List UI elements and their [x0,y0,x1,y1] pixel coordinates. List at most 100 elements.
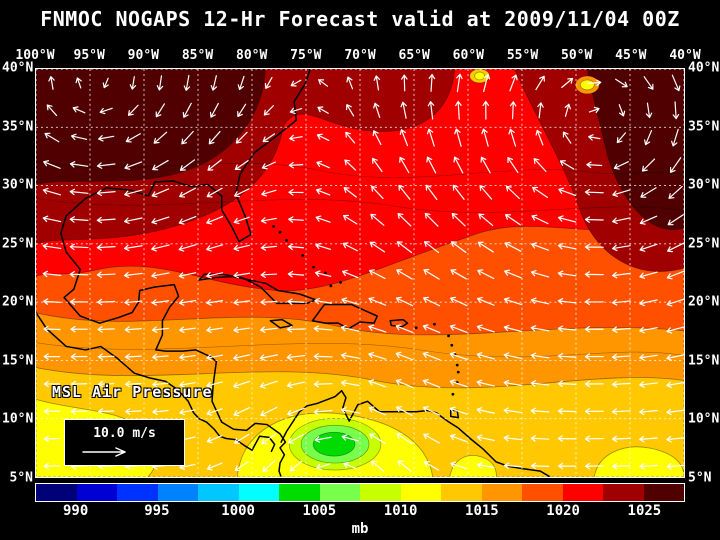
lat-tick-label-left: 15°N [2,353,34,369]
wind-reference-legend: 10.0 m/s [64,419,185,466]
wind-arrow [72,106,86,114]
wind-arrow [584,353,604,360]
lat-tick-label-right: 25°N [688,236,720,252]
lat-tick-label-right: 35°N [688,119,720,135]
wind-arrow [318,79,329,87]
wind-arrow [234,188,250,198]
colorbar-tick-label: 1015 [465,503,499,519]
wind-arrow [557,270,577,278]
wind-arrow [340,324,360,332]
wind-arrow [99,107,113,115]
wind-arrow [396,406,413,417]
wind-arrow [288,216,304,223]
wind-arrow [372,130,382,146]
wind-arrow [156,75,164,91]
wind-arrow [611,326,631,333]
wind-arrow [476,296,495,306]
wind-arrow [69,216,89,223]
wind-arrow [127,104,139,116]
wind-arrow [422,379,441,388]
wind-arrow [400,101,407,119]
wind-arrow [344,159,357,171]
wind-arrow [398,184,411,200]
colorbar-tick-label: 1025 [627,503,662,519]
island-dot [339,280,342,284]
wind-arrow [97,380,115,388]
wind-arrow [70,380,88,388]
wind-arrow [611,353,631,361]
wind-arrow [341,434,359,442]
wind-arrow [260,217,277,224]
wind-arrow [97,353,115,361]
pressure-contour-band [36,69,266,185]
wind-arrow [42,187,62,196]
wind-arrow [641,158,656,172]
wind-arrow [476,352,495,360]
wind-arrow [96,189,116,197]
wind-arrow [449,324,468,333]
wind-arrow [399,156,410,174]
wind-arrow [584,325,604,333]
wind-arrow [479,185,493,200]
wind-arrow [206,299,224,306]
wind-arrow [288,189,304,196]
wind-arrow [155,103,166,118]
wind-arrow [557,435,577,442]
wind-arrow [428,73,436,92]
wind-arrow [288,161,304,169]
wind-arrow [152,353,169,361]
wind-arrow [503,352,523,359]
wind-arrow [369,241,386,253]
wind-arrow [42,215,62,223]
wind-arrow [286,381,306,389]
lat-tick-label-left: 5°N [9,470,33,486]
wind-arrow [178,244,197,252]
wind-arrow [182,102,192,118]
wind-arrow [181,130,194,145]
wind-arrow [666,354,684,361]
wind-arrow [44,132,60,143]
wind-arrow [644,130,653,146]
wind-arrow [235,131,248,144]
wind-arrow [152,159,169,171]
wind-arrow [481,128,489,147]
coastline [311,303,378,330]
pressure-contour-spot [312,431,356,457]
wind-arrow [343,214,358,225]
wind-arrow [666,408,684,416]
wind-arrow [668,185,683,199]
wind-arrow [343,187,357,198]
wind-arrow [530,325,550,332]
wind-arrow [43,160,61,169]
lat-tick-label-right: 30°N [688,177,720,193]
wind-arrow [557,298,577,305]
wind-arrow [423,241,440,254]
wind-arrow [643,76,654,90]
wind-arrow [559,160,575,170]
wind-arrow [97,298,116,306]
wind-arrow [478,213,494,227]
island-dot [450,343,454,347]
wind-arrow [206,354,224,361]
wind-arrow [124,326,142,333]
wind-arrow [315,215,331,223]
wind-arrow [584,435,604,443]
lat-tick-label-left: 40°N [2,60,34,76]
wind-arrow [314,297,332,305]
page-title: FNMOC NOGAPS 12-Hr Forecast valid at 200… [40,7,680,31]
wind-arrow [587,79,602,86]
wind-arrow [124,299,143,306]
wind-arrow [476,407,496,414]
lon-tick-label: 45°W [615,48,647,63]
lat-tick-label-right: 40°N [688,60,720,76]
wind-arrow [316,160,330,169]
colorbar-cell [198,484,239,501]
wind-arrow [233,271,251,279]
wind-arrow [179,187,196,198]
wind-arrow [671,128,679,147]
wind-arrow [639,271,658,279]
wind-arrow [584,408,604,415]
wind-arrow [586,161,603,169]
wind-arrow [75,77,82,89]
wind-arrow [562,131,572,144]
